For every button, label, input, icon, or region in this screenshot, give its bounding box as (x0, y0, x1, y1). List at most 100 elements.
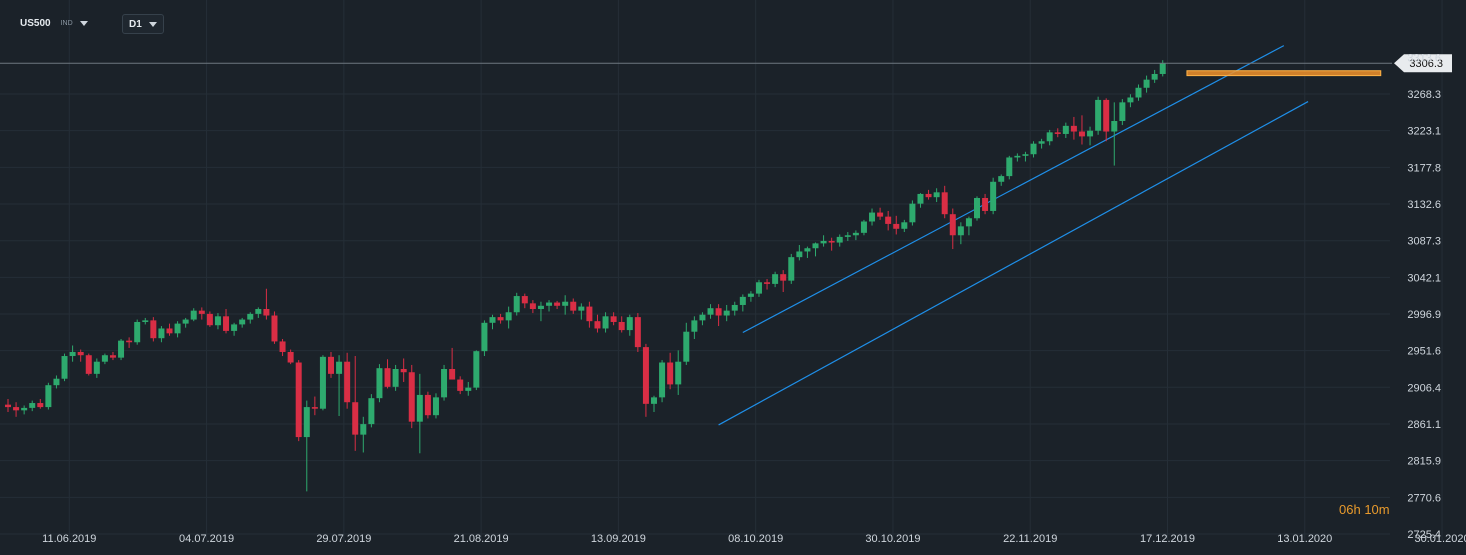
price-channel (718, 45, 1309, 426)
candle-up (392, 368, 399, 387)
candle-up (231, 324, 238, 331)
candle-down (352, 402, 359, 435)
candle-up (772, 274, 779, 284)
y-tick-label: 3042.1 (1407, 272, 1441, 284)
candle-down (554, 302, 561, 306)
candle-up (869, 212, 876, 222)
countdown-minutes-unit: m (1378, 502, 1390, 517)
price-axis: 3268.3 3223.1 3177.8 3132.6 3087.3 3042.1 2996… (1407, 52, 1441, 541)
candle-down (400, 368, 407, 373)
candle-up (1111, 120, 1118, 132)
candle-up (812, 243, 819, 249)
candle-up (933, 192, 940, 198)
candle-down (384, 368, 391, 387)
candle-down (893, 223, 900, 229)
candle-countdown: 06h 10m (1339, 502, 1390, 517)
candle-up (796, 251, 803, 258)
candle-down (610, 316, 617, 322)
candle-up (683, 331, 690, 362)
candle-up (974, 197, 980, 219)
countdown-hours: 06 (1339, 502, 1354, 517)
countdown-minutes: 10 (1364, 502, 1379, 517)
candle-up (917, 193, 924, 204)
candlesticks (5, 60, 1166, 492)
chevron-down-icon (79, 20, 88, 26)
candle-down (344, 361, 351, 403)
candle-up (134, 321, 141, 343)
candle-down (287, 351, 294, 363)
candle-up (21, 407, 28, 411)
candle-up (303, 407, 310, 438)
candle-up (101, 355, 108, 362)
candle-down (295, 362, 302, 438)
candle-down (5, 404, 11, 408)
candle-down (529, 303, 536, 310)
candle-up (247, 313, 254, 320)
candle-down (1103, 99, 1110, 132)
candle-up (93, 361, 100, 374)
candle-up (901, 222, 908, 229)
candle-up (489, 317, 496, 323)
y-tick-label: 3132.6 (1407, 199, 1441, 211)
candle-down (941, 192, 948, 215)
candle-up (29, 403, 36, 408)
y-tick-label: 2906.4 (1407, 382, 1441, 394)
x-tick-label: 13.01.2020 (1277, 533, 1332, 545)
candle-down (982, 197, 989, 211)
channel-line-upper (742, 45, 1285, 334)
candle-up (61, 356, 68, 379)
candle-down (828, 240, 835, 243)
candle-up (957, 226, 964, 236)
candle-up (990, 181, 997, 211)
chevron-down-icon (148, 21, 157, 27)
candle-up (158, 328, 165, 339)
y-tick-label: 2725.4 (1407, 529, 1441, 541)
y-tick-label: 2770.6 (1407, 492, 1441, 504)
candle-down (497, 317, 504, 321)
date-axis: 11.06.2019 04.07.2019 29.07.2019 21.08.2019… (42, 533, 1466, 545)
y-tick-label: 3087.3 (1407, 236, 1441, 248)
timeframe-selector[interactable]: D1 (122, 14, 164, 34)
y-tick-label: 3177.8 (1407, 162, 1441, 174)
candle-up (360, 424, 367, 435)
candle-up (1014, 155, 1021, 158)
candle-down (150, 320, 157, 339)
candle-down (618, 321, 625, 331)
candle-up (731, 304, 738, 311)
candle-up (562, 301, 569, 306)
candle-up (1046, 132, 1053, 142)
candle-up (1095, 99, 1102, 131)
candle-down (37, 403, 44, 408)
candle-down (764, 282, 771, 284)
candle-up (1135, 87, 1142, 98)
candle-up (505, 312, 512, 321)
candle-up (998, 176, 1005, 182)
symbol-selector[interactable]: US500 IND (20, 14, 88, 32)
candle-up (707, 308, 714, 315)
candle-up (602, 316, 609, 329)
candle-down (166, 328, 173, 334)
candle-down (586, 306, 593, 322)
x-tick-label: 13.09.2019 (591, 533, 646, 545)
candle-up (376, 368, 383, 399)
x-tick-label: 11.06.2019 (42, 533, 96, 545)
candle-up (368, 398, 375, 425)
candle-up (675, 361, 682, 385)
candle-up (45, 385, 52, 408)
y-tick-label: 2861.1 (1407, 419, 1441, 431)
current-price-tag (1394, 54, 1452, 73)
candle-up (659, 362, 666, 398)
candle-down (13, 407, 20, 411)
x-tick-label: 21.08.2019 (454, 533, 509, 545)
candle-up (319, 356, 326, 409)
candle-up (1151, 73, 1158, 80)
y-tick-label: 2951.6 (1407, 346, 1441, 358)
channel-line-lower (718, 101, 1309, 426)
candle-up (416, 394, 423, 422)
chart-grid (0, 0, 1443, 540)
candle-down (198, 310, 205, 314)
candle-down (521, 296, 528, 304)
candle-up (53, 378, 60, 386)
candle-down (271, 315, 278, 342)
